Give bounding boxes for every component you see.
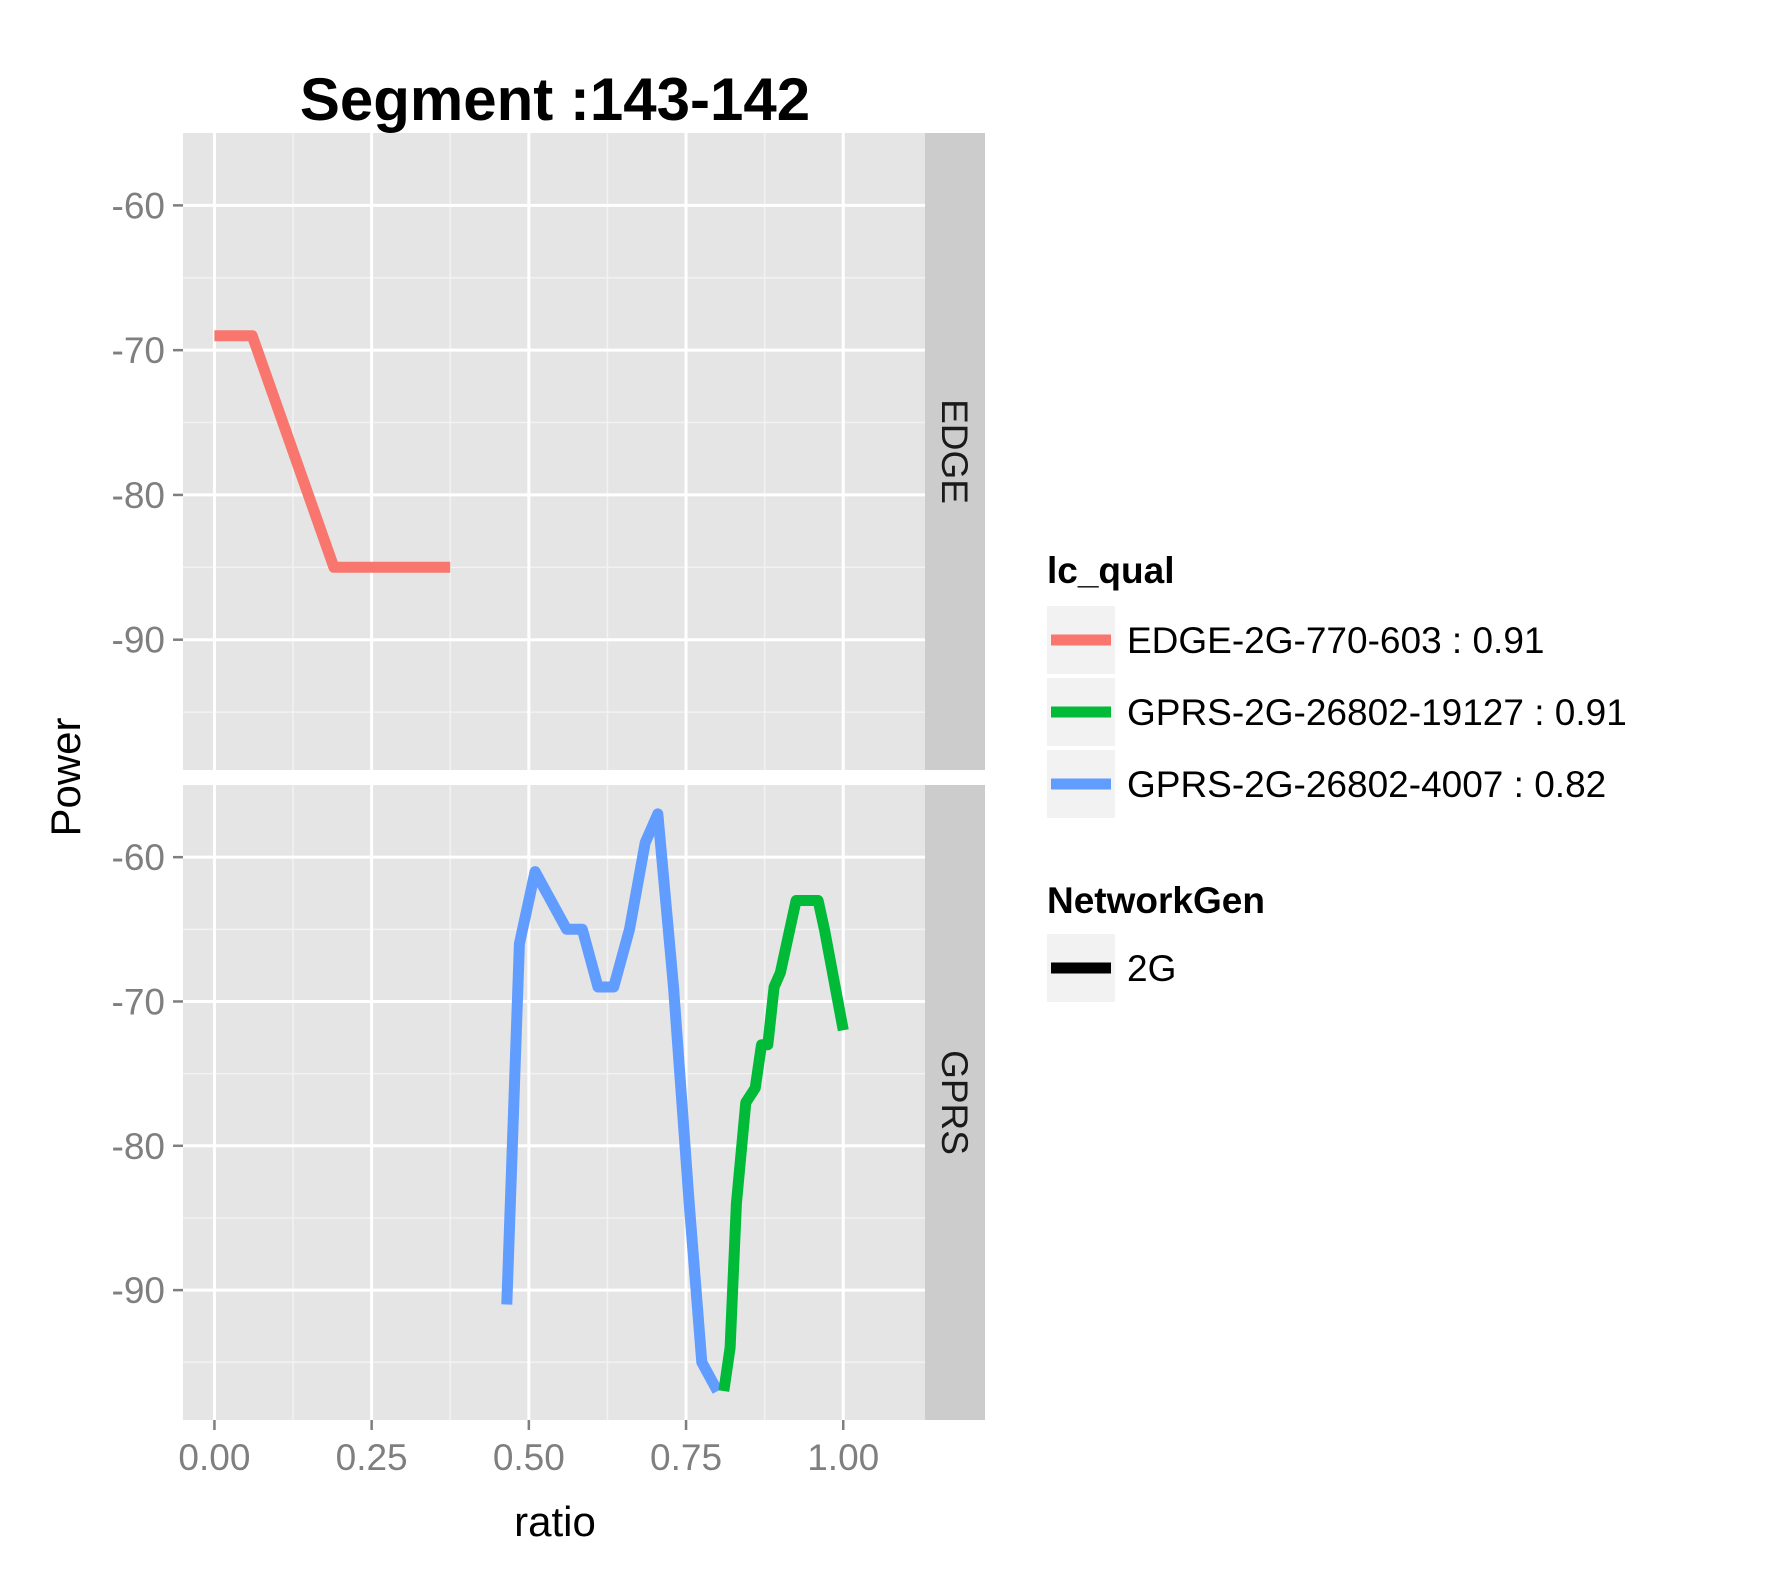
y-tick-label: -60 [112, 837, 165, 878]
legend-label: EDGE-2G-770-603 : 0.91 [1127, 620, 1545, 661]
legend-label: 2G [1127, 948, 1176, 989]
x-tick-label: 0.25 [336, 1437, 408, 1478]
legend-title-lc-qual: lc_qual [1047, 550, 1175, 591]
facet-strip [925, 785, 985, 1420]
x-tick-label: 1.00 [807, 1437, 879, 1478]
x-tick-label: 0.50 [493, 1437, 565, 1478]
y-tick-label: -70 [112, 981, 165, 1022]
x-tick-label: 0.75 [650, 1437, 722, 1478]
series-line [214, 330, 451, 573]
y-tick-label: -70 [112, 330, 165, 371]
x-axis-title: ratio [514, 1498, 596, 1545]
facet-strip-label: GPRS [934, 1050, 975, 1155]
y-tick-label: -90 [112, 620, 165, 661]
facet-strip [925, 133, 985, 770]
series-line [718, 895, 849, 1392]
facet-panel-gprs: -60 -70 -80 -90 GPRS [112, 785, 985, 1420]
chart-title: Segment :143-142 [300, 66, 810, 133]
series-line [501, 808, 723, 1394]
facet-panels: -60 -70 -80 -90 EDGE -60 -70 -80 -90 GPRS [112, 133, 985, 1420]
panel-background [183, 133, 925, 770]
legend-label: GPRS-2G-26802-4007 : 0.82 [1127, 764, 1606, 805]
facet-strip-label: EDGE [934, 399, 975, 504]
y-tick-label: -80 [112, 475, 165, 516]
x-axis: 0.00 0.25 0.50 0.75 1.00 [178, 1420, 879, 1478]
legend-title-networkgen: NetworkGen [1047, 880, 1265, 921]
y-tick-label: -60 [112, 185, 165, 226]
x-tick-label: 0.00 [178, 1437, 250, 1478]
y-tick-label: -80 [112, 1126, 165, 1167]
y-tick-label: -90 [112, 1270, 165, 1311]
legend-label: GPRS-2G-26802-19127 : 0.91 [1127, 692, 1627, 733]
legend: lc_qual EDGE-2G-770-603 : 0.91 GPRS-2G-268… [1047, 550, 1627, 1002]
panel-background [183, 785, 925, 1420]
y-axis-title: Power [42, 717, 89, 836]
facet-panel-edge: -60 -70 -80 -90 EDGE [112, 133, 985, 770]
